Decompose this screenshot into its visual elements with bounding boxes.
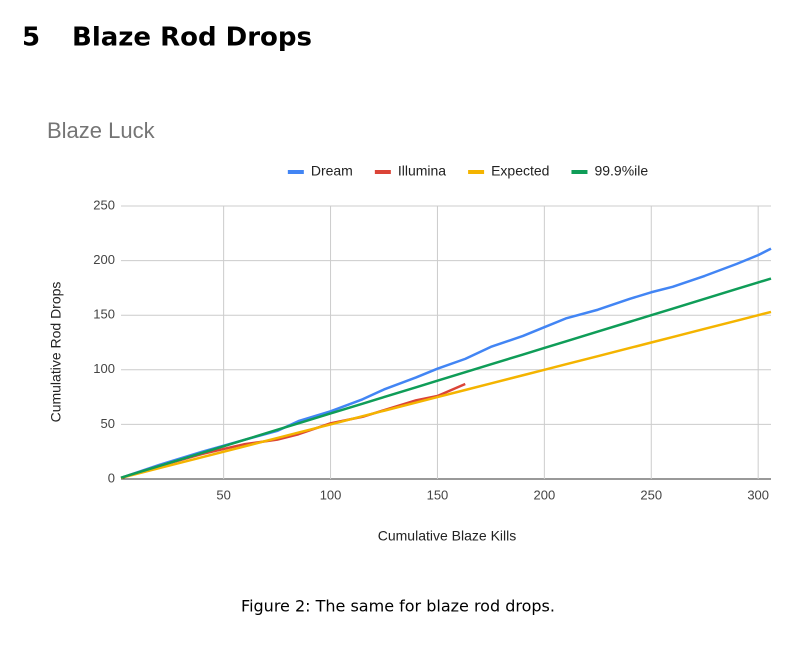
x-tick-label: 50 (216, 487, 230, 502)
x-tick-label: 250 (640, 487, 662, 502)
series-line (120, 310, 772, 480)
x-tick-label: 200 (534, 487, 556, 502)
legend-label: Illumina (398, 163, 446, 179)
figure-caption: Figure 2: The same for blaze rod drops. (241, 597, 555, 616)
y-axis-label: Cumulative Rod Drops (48, 282, 64, 423)
chart-title: Blaze Luck (47, 118, 156, 143)
y-tick-label: 100 (93, 361, 115, 376)
section-title: Blaze Rod Drops (72, 23, 312, 53)
x-tick-label: 300 (747, 487, 769, 502)
x-axis-label: Cumulative Blaze Kills (378, 528, 517, 544)
y-tick-label: 150 (93, 307, 115, 322)
y-tick-label: 0 (108, 470, 115, 485)
legend-label: 99.9%ile (594, 163, 648, 179)
series-line (120, 247, 772, 480)
y-tick-label: 250 (93, 197, 115, 212)
series-line (120, 277, 772, 479)
y-tick-label: 200 (93, 252, 115, 267)
legend-label: Dream (311, 163, 353, 179)
section-number: 5 (22, 23, 40, 53)
y-tick-label: 50 (101, 416, 115, 431)
legend: Dream Illumina Expected 99.9%ile (287, 163, 648, 179)
x-tick-label: 100 (320, 487, 342, 502)
legend-label: Expected (491, 163, 549, 179)
x-tick-label: 150 (427, 487, 449, 502)
